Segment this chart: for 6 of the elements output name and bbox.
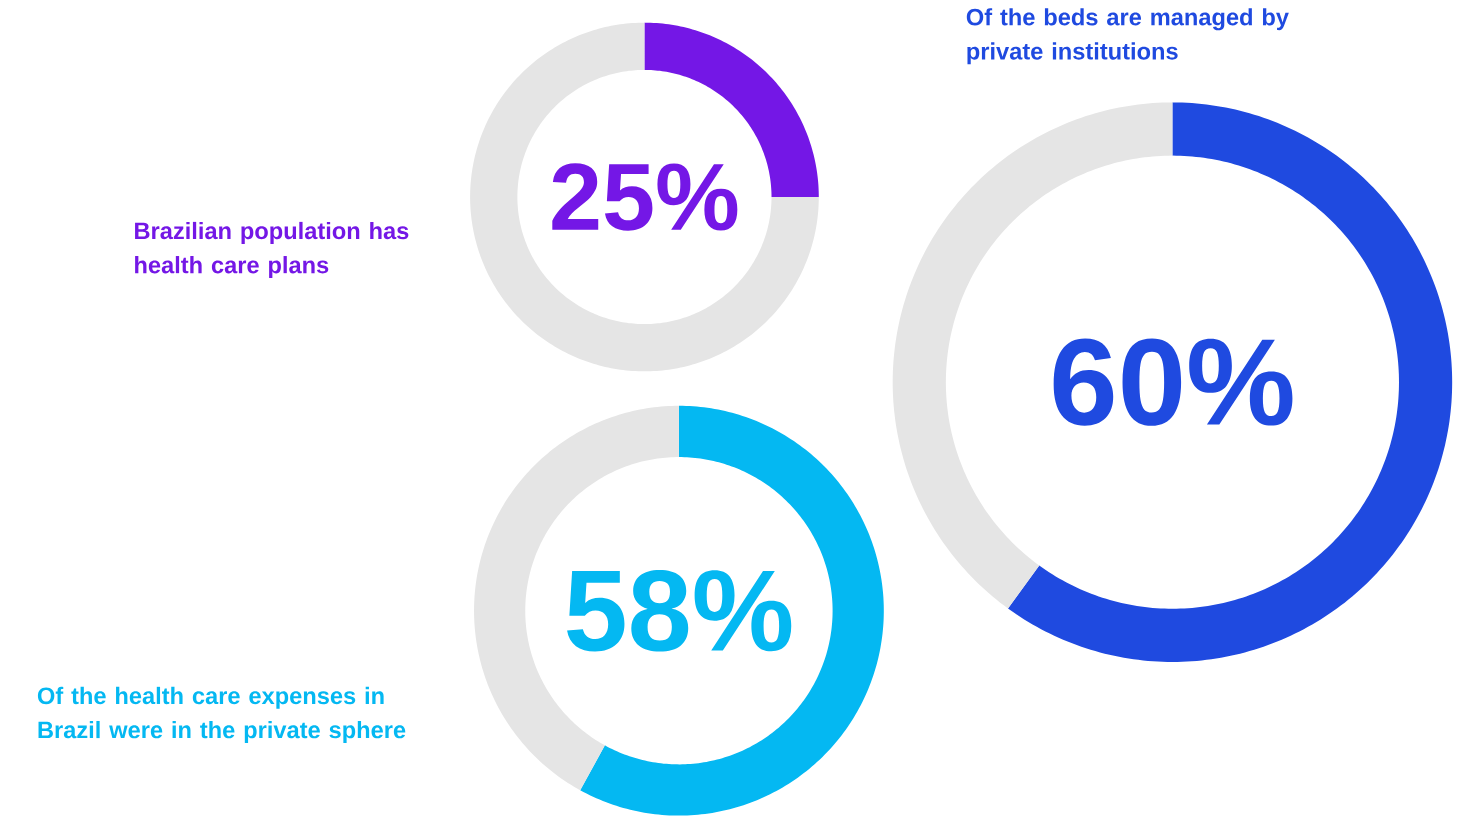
data-label: 58% — [567, 569, 792, 652]
data-label: 60% — [1053, 338, 1293, 426]
text: Of the beds are managed by private institutions — [966, 7, 1289, 65]
data-label: 25% — [552, 163, 738, 231]
text: Of the health care expenses in Brazil were in the private sphere — [37, 686, 406, 743]
text: Brazilian population has health care plans — [135, 221, 409, 278]
